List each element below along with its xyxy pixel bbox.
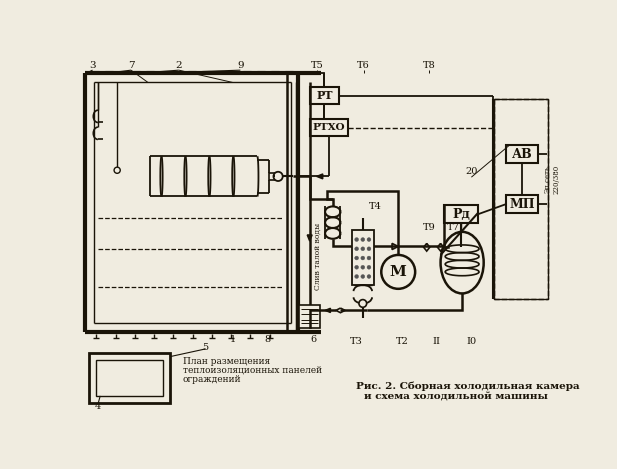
Text: Рд: Рд bbox=[452, 208, 470, 220]
Text: 20: 20 bbox=[465, 167, 478, 176]
Circle shape bbox=[361, 238, 365, 242]
Bar bbox=[89, 353, 170, 403]
Circle shape bbox=[273, 172, 283, 181]
Circle shape bbox=[361, 265, 365, 269]
Text: Т8: Т8 bbox=[423, 61, 436, 70]
Text: Ι0: Ι0 bbox=[466, 337, 476, 346]
Circle shape bbox=[114, 167, 120, 174]
Bar bbox=[96, 360, 164, 396]
Text: 4: 4 bbox=[95, 402, 101, 411]
Ellipse shape bbox=[441, 232, 484, 294]
Circle shape bbox=[367, 238, 371, 242]
Text: ΙΙ: ΙΙ bbox=[433, 337, 441, 346]
Bar bbox=[352, 229, 373, 285]
Circle shape bbox=[361, 256, 365, 260]
Text: 9: 9 bbox=[237, 61, 244, 70]
Text: теплоизоляционных панелей: теплоизоляционных панелей bbox=[183, 366, 321, 375]
Circle shape bbox=[381, 255, 415, 289]
Text: 5: 5 bbox=[202, 343, 209, 352]
Circle shape bbox=[367, 247, 371, 251]
Text: ограждений: ограждений bbox=[183, 375, 241, 384]
Circle shape bbox=[361, 247, 365, 251]
Polygon shape bbox=[325, 308, 331, 312]
Circle shape bbox=[355, 274, 358, 279]
Text: Т9: Т9 bbox=[423, 223, 436, 232]
Text: Рис. 2. Сборная холодильная камера: Рис. 2. Сборная холодильная камера bbox=[356, 381, 579, 391]
Text: МП: МП bbox=[510, 197, 535, 211]
Circle shape bbox=[361, 274, 365, 279]
Text: Т6: Т6 bbox=[357, 61, 370, 70]
Bar bbox=[299, 305, 320, 328]
Polygon shape bbox=[317, 174, 323, 179]
Text: Т4: Т4 bbox=[369, 202, 381, 211]
Text: 2: 2 bbox=[175, 61, 182, 70]
Circle shape bbox=[355, 256, 358, 260]
Text: Т3: Т3 bbox=[349, 337, 362, 346]
Bar bbox=[310, 120, 348, 136]
Circle shape bbox=[359, 300, 366, 307]
Text: РТХО: РТХО bbox=[313, 123, 346, 132]
Circle shape bbox=[367, 265, 371, 269]
Bar bbox=[506, 195, 539, 213]
Text: Т7: Т7 bbox=[447, 223, 460, 232]
Circle shape bbox=[355, 265, 358, 269]
Text: План размещения: План размещения bbox=[183, 357, 270, 366]
Text: Т2: Т2 bbox=[395, 337, 408, 346]
Text: Эл.сеть
220/380: Эл.сеть 220/380 bbox=[544, 165, 561, 194]
Text: 3: 3 bbox=[89, 61, 96, 70]
Bar bbox=[444, 205, 478, 223]
Text: РТ: РТ bbox=[316, 90, 333, 101]
Text: Слив талой воды: Слив талой воды bbox=[313, 223, 321, 290]
Circle shape bbox=[355, 238, 358, 242]
Text: Т5: Т5 bbox=[311, 61, 324, 70]
Text: 6: 6 bbox=[310, 335, 317, 344]
Text: М: М bbox=[390, 265, 407, 279]
Bar bbox=[506, 145, 539, 163]
Text: 1: 1 bbox=[230, 335, 236, 344]
Circle shape bbox=[367, 274, 371, 279]
Text: и схема холодильной машины: и схема холодильной машины bbox=[363, 393, 547, 402]
Bar bbox=[269, 173, 275, 180]
Text: 8: 8 bbox=[264, 335, 270, 344]
Bar bbox=[310, 87, 339, 104]
Text: АВ: АВ bbox=[512, 148, 532, 160]
Circle shape bbox=[355, 247, 358, 251]
Circle shape bbox=[367, 256, 371, 260]
Text: 7: 7 bbox=[128, 61, 135, 70]
Polygon shape bbox=[307, 235, 312, 241]
Bar bbox=[494, 98, 549, 299]
